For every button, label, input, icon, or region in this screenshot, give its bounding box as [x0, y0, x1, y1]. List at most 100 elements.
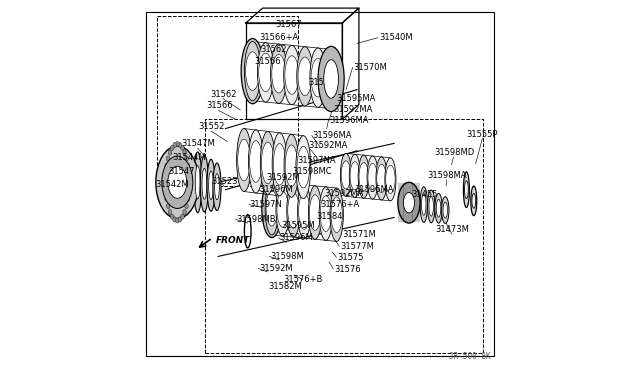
Ellipse shape: [187, 171, 191, 176]
Text: 31596M: 31596M: [259, 185, 292, 194]
Text: 31455: 31455: [412, 190, 438, 199]
Text: 31566: 31566: [254, 57, 281, 66]
Ellipse shape: [248, 130, 263, 193]
Ellipse shape: [368, 163, 378, 192]
Text: 31540M: 31540M: [380, 33, 413, 42]
Ellipse shape: [359, 163, 369, 191]
Ellipse shape: [213, 163, 221, 211]
Text: 31582M: 31582M: [268, 282, 302, 291]
Ellipse shape: [200, 155, 209, 212]
Text: 31552: 31552: [198, 122, 225, 131]
Text: FRONT: FRONT: [216, 236, 250, 246]
Text: 31567: 31567: [275, 20, 302, 29]
Ellipse shape: [309, 195, 321, 230]
Ellipse shape: [265, 182, 278, 235]
Ellipse shape: [170, 214, 174, 219]
Ellipse shape: [298, 185, 311, 238]
Ellipse shape: [173, 217, 177, 222]
Ellipse shape: [319, 187, 333, 240]
Ellipse shape: [284, 134, 299, 197]
Text: 31598M: 31598M: [270, 252, 304, 261]
Ellipse shape: [165, 163, 168, 169]
Ellipse shape: [318, 46, 344, 112]
Ellipse shape: [164, 180, 168, 185]
Ellipse shape: [376, 157, 387, 200]
Text: 31592M: 31592M: [266, 173, 300, 182]
Ellipse shape: [367, 156, 378, 199]
Ellipse shape: [168, 166, 187, 198]
Text: 31596M: 31596M: [279, 233, 313, 243]
Text: 31576+A: 31576+A: [320, 200, 359, 209]
Ellipse shape: [186, 196, 189, 201]
Ellipse shape: [178, 217, 182, 222]
Text: 31597N: 31597N: [250, 200, 282, 209]
Ellipse shape: [173, 142, 177, 148]
Ellipse shape: [180, 214, 184, 219]
Ellipse shape: [436, 199, 441, 217]
Ellipse shape: [296, 136, 311, 199]
Ellipse shape: [330, 188, 343, 241]
Text: 31547: 31547: [168, 167, 195, 176]
Ellipse shape: [420, 187, 428, 222]
Ellipse shape: [195, 166, 200, 199]
Ellipse shape: [186, 163, 189, 169]
Ellipse shape: [187, 188, 191, 193]
Text: 31595MA: 31595MA: [337, 94, 376, 103]
Ellipse shape: [247, 53, 259, 89]
Text: 31577M: 31577M: [340, 241, 374, 250]
Ellipse shape: [183, 150, 186, 155]
Ellipse shape: [299, 194, 310, 229]
Ellipse shape: [156, 146, 199, 219]
Text: 31566+A: 31566+A: [260, 33, 299, 42]
Ellipse shape: [276, 183, 289, 236]
Ellipse shape: [463, 172, 469, 208]
Ellipse shape: [465, 181, 468, 199]
Ellipse shape: [257, 43, 274, 102]
Text: 31598MD: 31598MD: [434, 148, 474, 157]
Ellipse shape: [422, 194, 426, 215]
Ellipse shape: [214, 174, 220, 200]
Text: 31595M: 31595M: [281, 221, 315, 230]
Ellipse shape: [187, 180, 191, 185]
Ellipse shape: [471, 186, 477, 216]
Ellipse shape: [298, 57, 312, 96]
Ellipse shape: [246, 52, 259, 90]
Text: 31544M: 31544M: [173, 153, 206, 162]
Ellipse shape: [164, 188, 168, 193]
Ellipse shape: [262, 179, 282, 238]
Ellipse shape: [323, 49, 339, 109]
Text: 31596MA: 31596MA: [312, 131, 352, 140]
Ellipse shape: [428, 190, 435, 223]
Ellipse shape: [180, 145, 184, 151]
Text: 31592MA: 31592MA: [324, 189, 364, 198]
Ellipse shape: [209, 171, 214, 199]
Ellipse shape: [168, 209, 172, 215]
Text: 31598MA: 31598MA: [428, 171, 467, 180]
Ellipse shape: [349, 154, 360, 197]
Ellipse shape: [241, 38, 264, 104]
Text: 31592MA: 31592MA: [333, 105, 372, 114]
Text: 31547M: 31547M: [182, 139, 215, 148]
Ellipse shape: [165, 196, 168, 201]
Ellipse shape: [350, 162, 360, 190]
Text: 31568: 31568: [308, 78, 335, 87]
Ellipse shape: [277, 192, 288, 227]
Ellipse shape: [202, 168, 207, 199]
Ellipse shape: [237, 129, 252, 192]
Ellipse shape: [324, 60, 339, 98]
Ellipse shape: [166, 203, 170, 209]
Ellipse shape: [287, 184, 300, 237]
Ellipse shape: [297, 147, 310, 188]
Ellipse shape: [244, 41, 260, 101]
Ellipse shape: [175, 218, 179, 223]
Ellipse shape: [178, 142, 182, 148]
Ellipse shape: [162, 156, 193, 208]
Text: 31576+B: 31576+B: [284, 275, 323, 284]
Text: 31584: 31584: [316, 212, 343, 221]
Text: 31596MA: 31596MA: [354, 185, 394, 194]
Ellipse shape: [429, 196, 433, 216]
Ellipse shape: [320, 196, 332, 231]
Text: 31566: 31566: [206, 102, 232, 110]
Ellipse shape: [386, 165, 395, 193]
Ellipse shape: [398, 182, 420, 223]
